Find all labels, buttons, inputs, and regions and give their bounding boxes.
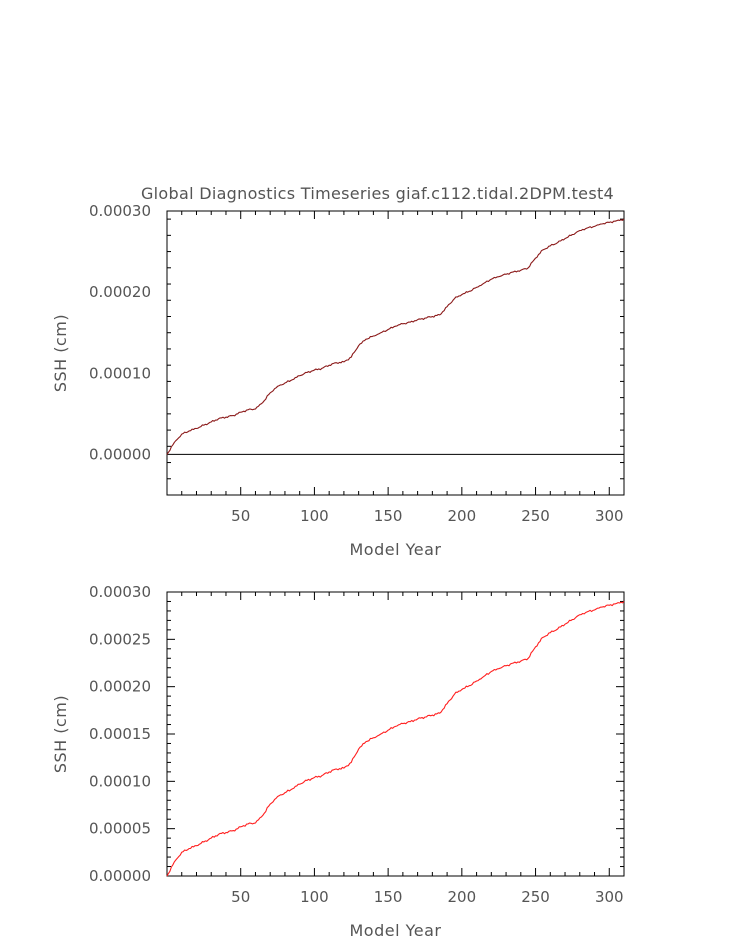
x-tick-label: 100 — [300, 888, 329, 906]
x-tick-label: 300 — [595, 507, 624, 525]
series-line — [166, 218, 625, 455]
x-tick-label: 150 — [374, 507, 403, 525]
plot-frame — [166, 591, 625, 877]
y-tick-label: 0.00000 — [89, 867, 151, 885]
chart-title: Global Diagnostics Timeseries giaf.c112.… — [141, 184, 614, 203]
x-tick-label: 200 — [448, 888, 477, 906]
x-tick-label: 50 — [231, 888, 250, 906]
x-tick-label: 50 — [231, 507, 250, 525]
y-tick-label: 0.00020 — [89, 678, 151, 696]
series-line — [166, 601, 625, 877]
y-axis-title: SSH (cm) — [51, 695, 70, 773]
y-tick-label: 0.00010 — [89, 364, 151, 382]
x-tick-label: 100 — [300, 507, 329, 525]
x-axis-title: Model Year — [350, 921, 442, 940]
x-axis-title: Model Year — [350, 540, 442, 559]
plot-frame — [166, 210, 625, 496]
top-panel: 50 100 150 200 250 300 0.00000 0.00010 0.00020 0.… — [51, 184, 625, 559]
y-tick-label: 0.00000 — [89, 445, 151, 463]
y-tick-label: 0.00010 — [89, 772, 151, 790]
x-tick-label: 150 — [374, 888, 403, 906]
y-tick-label: 0.00015 — [89, 725, 151, 743]
y-axis-title: SSH (cm) — [51, 314, 70, 392]
y-tick-label: 0.00030 — [89, 583, 151, 601]
y-tick-label: 0.00005 — [89, 820, 151, 838]
bottom-panel: 50 100 150 200 250 300 0.00000 0.00005 0.00010 0.… — [51, 583, 625, 940]
x-tick-label: 250 — [521, 507, 550, 525]
y-tick-label: 0.00030 — [89, 202, 151, 220]
x-tick-label: 300 — [595, 888, 624, 906]
x-tick-label: 250 — [521, 888, 550, 906]
y-tick-label: 0.00020 — [89, 283, 151, 301]
y-tick-label: 0.00025 — [89, 630, 151, 648]
x-tick-label: 200 — [448, 507, 477, 525]
